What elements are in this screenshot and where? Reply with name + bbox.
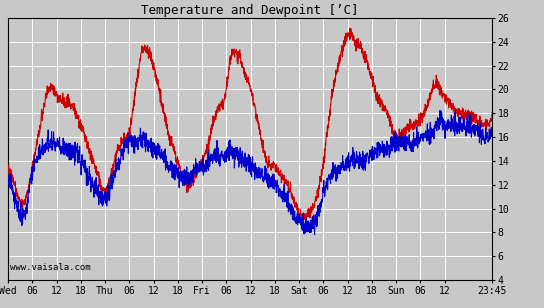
Title: Temperature and Dewpoint [’C]: Temperature and Dewpoint [’C] — [141, 4, 358, 17]
Text: www.vaisala.com: www.vaisala.com — [10, 263, 91, 272]
